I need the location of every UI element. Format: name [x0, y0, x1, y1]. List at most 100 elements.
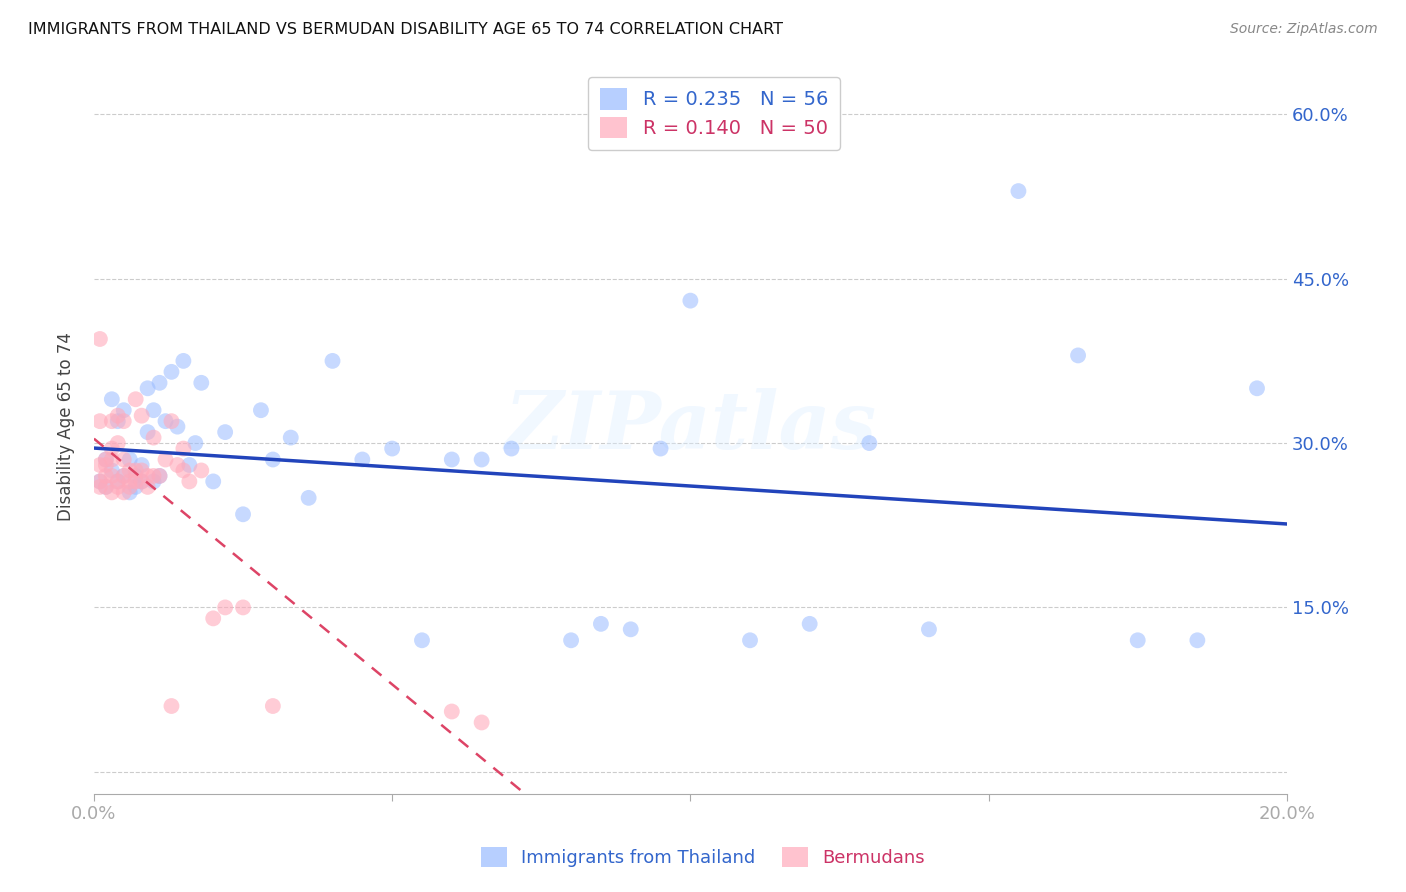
Point [112, 469, 135, 483]
Point [112, 452, 135, 467]
Point [107, 436, 129, 450]
Point [1187, 633, 1209, 648]
Point [125, 475, 148, 489]
Point [190, 376, 212, 390]
Y-axis label: Disability Age 65 to 74: Disability Age 65 to 74 [58, 332, 75, 521]
Point [107, 475, 129, 489]
Point [172, 463, 194, 477]
Point [232, 508, 254, 522]
Point [142, 431, 165, 445]
Point [202, 475, 225, 489]
Point [142, 403, 165, 417]
Point [214, 425, 236, 439]
Point [148, 469, 170, 483]
Point [118, 463, 141, 477]
Text: Source: ZipAtlas.com: Source: ZipAtlas.com [1230, 22, 1378, 37]
Point [679, 293, 702, 308]
Point [321, 354, 343, 368]
Point [560, 633, 582, 648]
Text: IMMIGRANTS FROM THAILAND VS BERMUDAN DISABILITY AGE 65 TO 74 CORRELATION CHART: IMMIGRANTS FROM THAILAND VS BERMUDAN DIS… [28, 22, 783, 37]
Point [112, 414, 135, 428]
Point [89, 414, 111, 428]
Point [107, 414, 129, 428]
Point [250, 403, 273, 417]
Point [94, 452, 117, 467]
Point [262, 699, 284, 714]
Point [160, 365, 183, 379]
Point [232, 600, 254, 615]
Text: ZIPatlas: ZIPatlas [505, 388, 876, 466]
Point [202, 611, 225, 625]
Point [411, 633, 433, 648]
Point [101, 485, 124, 500]
Point [136, 425, 159, 439]
Point [112, 485, 135, 500]
Point [166, 458, 188, 472]
Point [107, 475, 129, 489]
Point [440, 452, 463, 467]
Legend: R = 0.235   N = 56, R = 0.140   N = 50: R = 0.235 N = 56, R = 0.140 N = 50 [589, 77, 839, 150]
Point [136, 469, 159, 483]
Point [160, 414, 183, 428]
Point [125, 469, 148, 483]
Point [160, 699, 183, 714]
Point [131, 458, 153, 472]
Point [125, 480, 148, 494]
Point [738, 633, 761, 648]
Point [471, 715, 494, 730]
Point [94, 458, 117, 472]
Point [89, 458, 111, 472]
Point [148, 469, 170, 483]
Point [89, 332, 111, 346]
Point [112, 403, 135, 417]
Point [142, 475, 165, 489]
Point [352, 452, 374, 467]
Point [298, 491, 321, 505]
Point [155, 414, 177, 428]
Point [89, 475, 111, 489]
Point [136, 381, 159, 395]
Point [184, 436, 207, 450]
Point [118, 475, 141, 489]
Point [89, 480, 111, 494]
Point [471, 452, 494, 467]
Point [89, 475, 111, 489]
Point [1246, 381, 1268, 395]
Point [799, 616, 821, 631]
Legend: Immigrants from Thailand, Bermudans: Immigrants from Thailand, Bermudans [474, 839, 932, 874]
Point [94, 452, 117, 467]
Point [101, 463, 124, 477]
Point [650, 442, 672, 456]
Point [125, 463, 148, 477]
Point [381, 442, 404, 456]
Point [94, 469, 117, 483]
Point [112, 469, 135, 483]
Point [918, 623, 941, 637]
Point [172, 442, 194, 456]
Point [94, 480, 117, 494]
Point [101, 442, 124, 456]
Point [118, 480, 141, 494]
Point [107, 409, 129, 423]
Point [131, 463, 153, 477]
Point [155, 452, 177, 467]
Point [101, 452, 124, 467]
Point [107, 480, 129, 494]
Point [118, 452, 141, 467]
Point [101, 414, 124, 428]
Point [1067, 348, 1090, 362]
Point [94, 480, 117, 494]
Point [262, 452, 284, 467]
Point [101, 392, 124, 407]
Point [214, 600, 236, 615]
Point [131, 409, 153, 423]
Point [501, 442, 523, 456]
Point [620, 623, 643, 637]
Point [280, 431, 302, 445]
Point [1126, 633, 1149, 648]
Point [101, 469, 124, 483]
Point [136, 480, 159, 494]
Point [190, 463, 212, 477]
Point [858, 436, 880, 450]
Point [1007, 184, 1029, 198]
